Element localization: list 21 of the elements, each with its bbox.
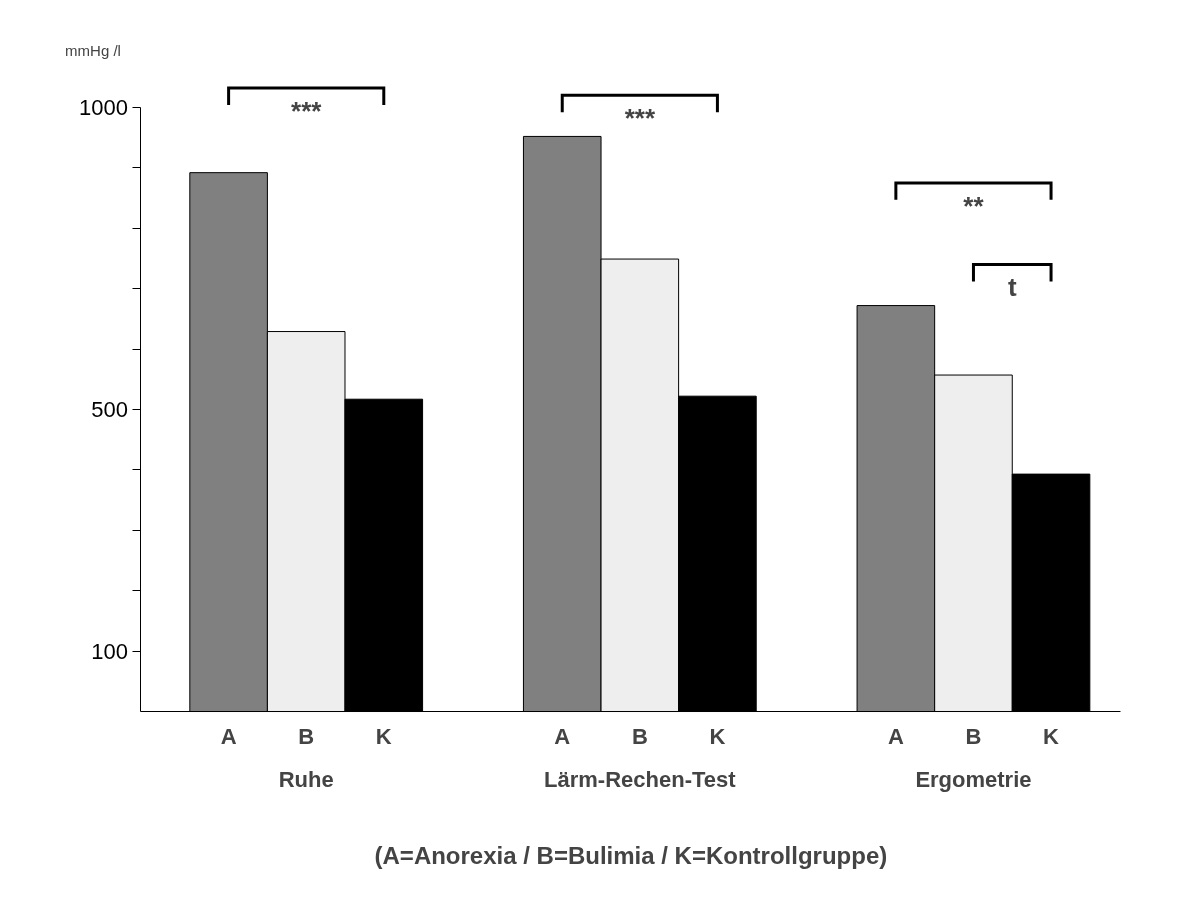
series-label: K	[375, 723, 392, 749]
text: A	[887, 723, 904, 749]
text: B	[965, 723, 982, 749]
text: A	[554, 723, 571, 749]
series-label: B	[298, 723, 315, 749]
text: B	[631, 723, 648, 749]
y-tick-label: 100	[91, 638, 128, 664]
x-tick-label: Ergometrie	[915, 766, 1032, 792]
y-axis-title: mmHg /l	[65, 42, 121, 60]
y-tick-label: 500	[91, 396, 128, 422]
x-tick-label: Ruhe	[278, 766, 334, 792]
annotation: ***	[624, 103, 656, 134]
text: (A=Anorexia / B=Bulimia / K=Kontrollgruppe)	[374, 841, 888, 869]
x-tick-label: Lärm-Rechen-Test	[544, 766, 737, 792]
text: K	[1043, 723, 1059, 749]
series-label: A	[220, 723, 237, 749]
y-tick-label: 1000	[78, 94, 128, 120]
annotation: ***	[291, 96, 323, 127]
annotation: **	[963, 190, 985, 221]
text: K	[709, 723, 726, 749]
annotation: t	[1007, 272, 1017, 303]
